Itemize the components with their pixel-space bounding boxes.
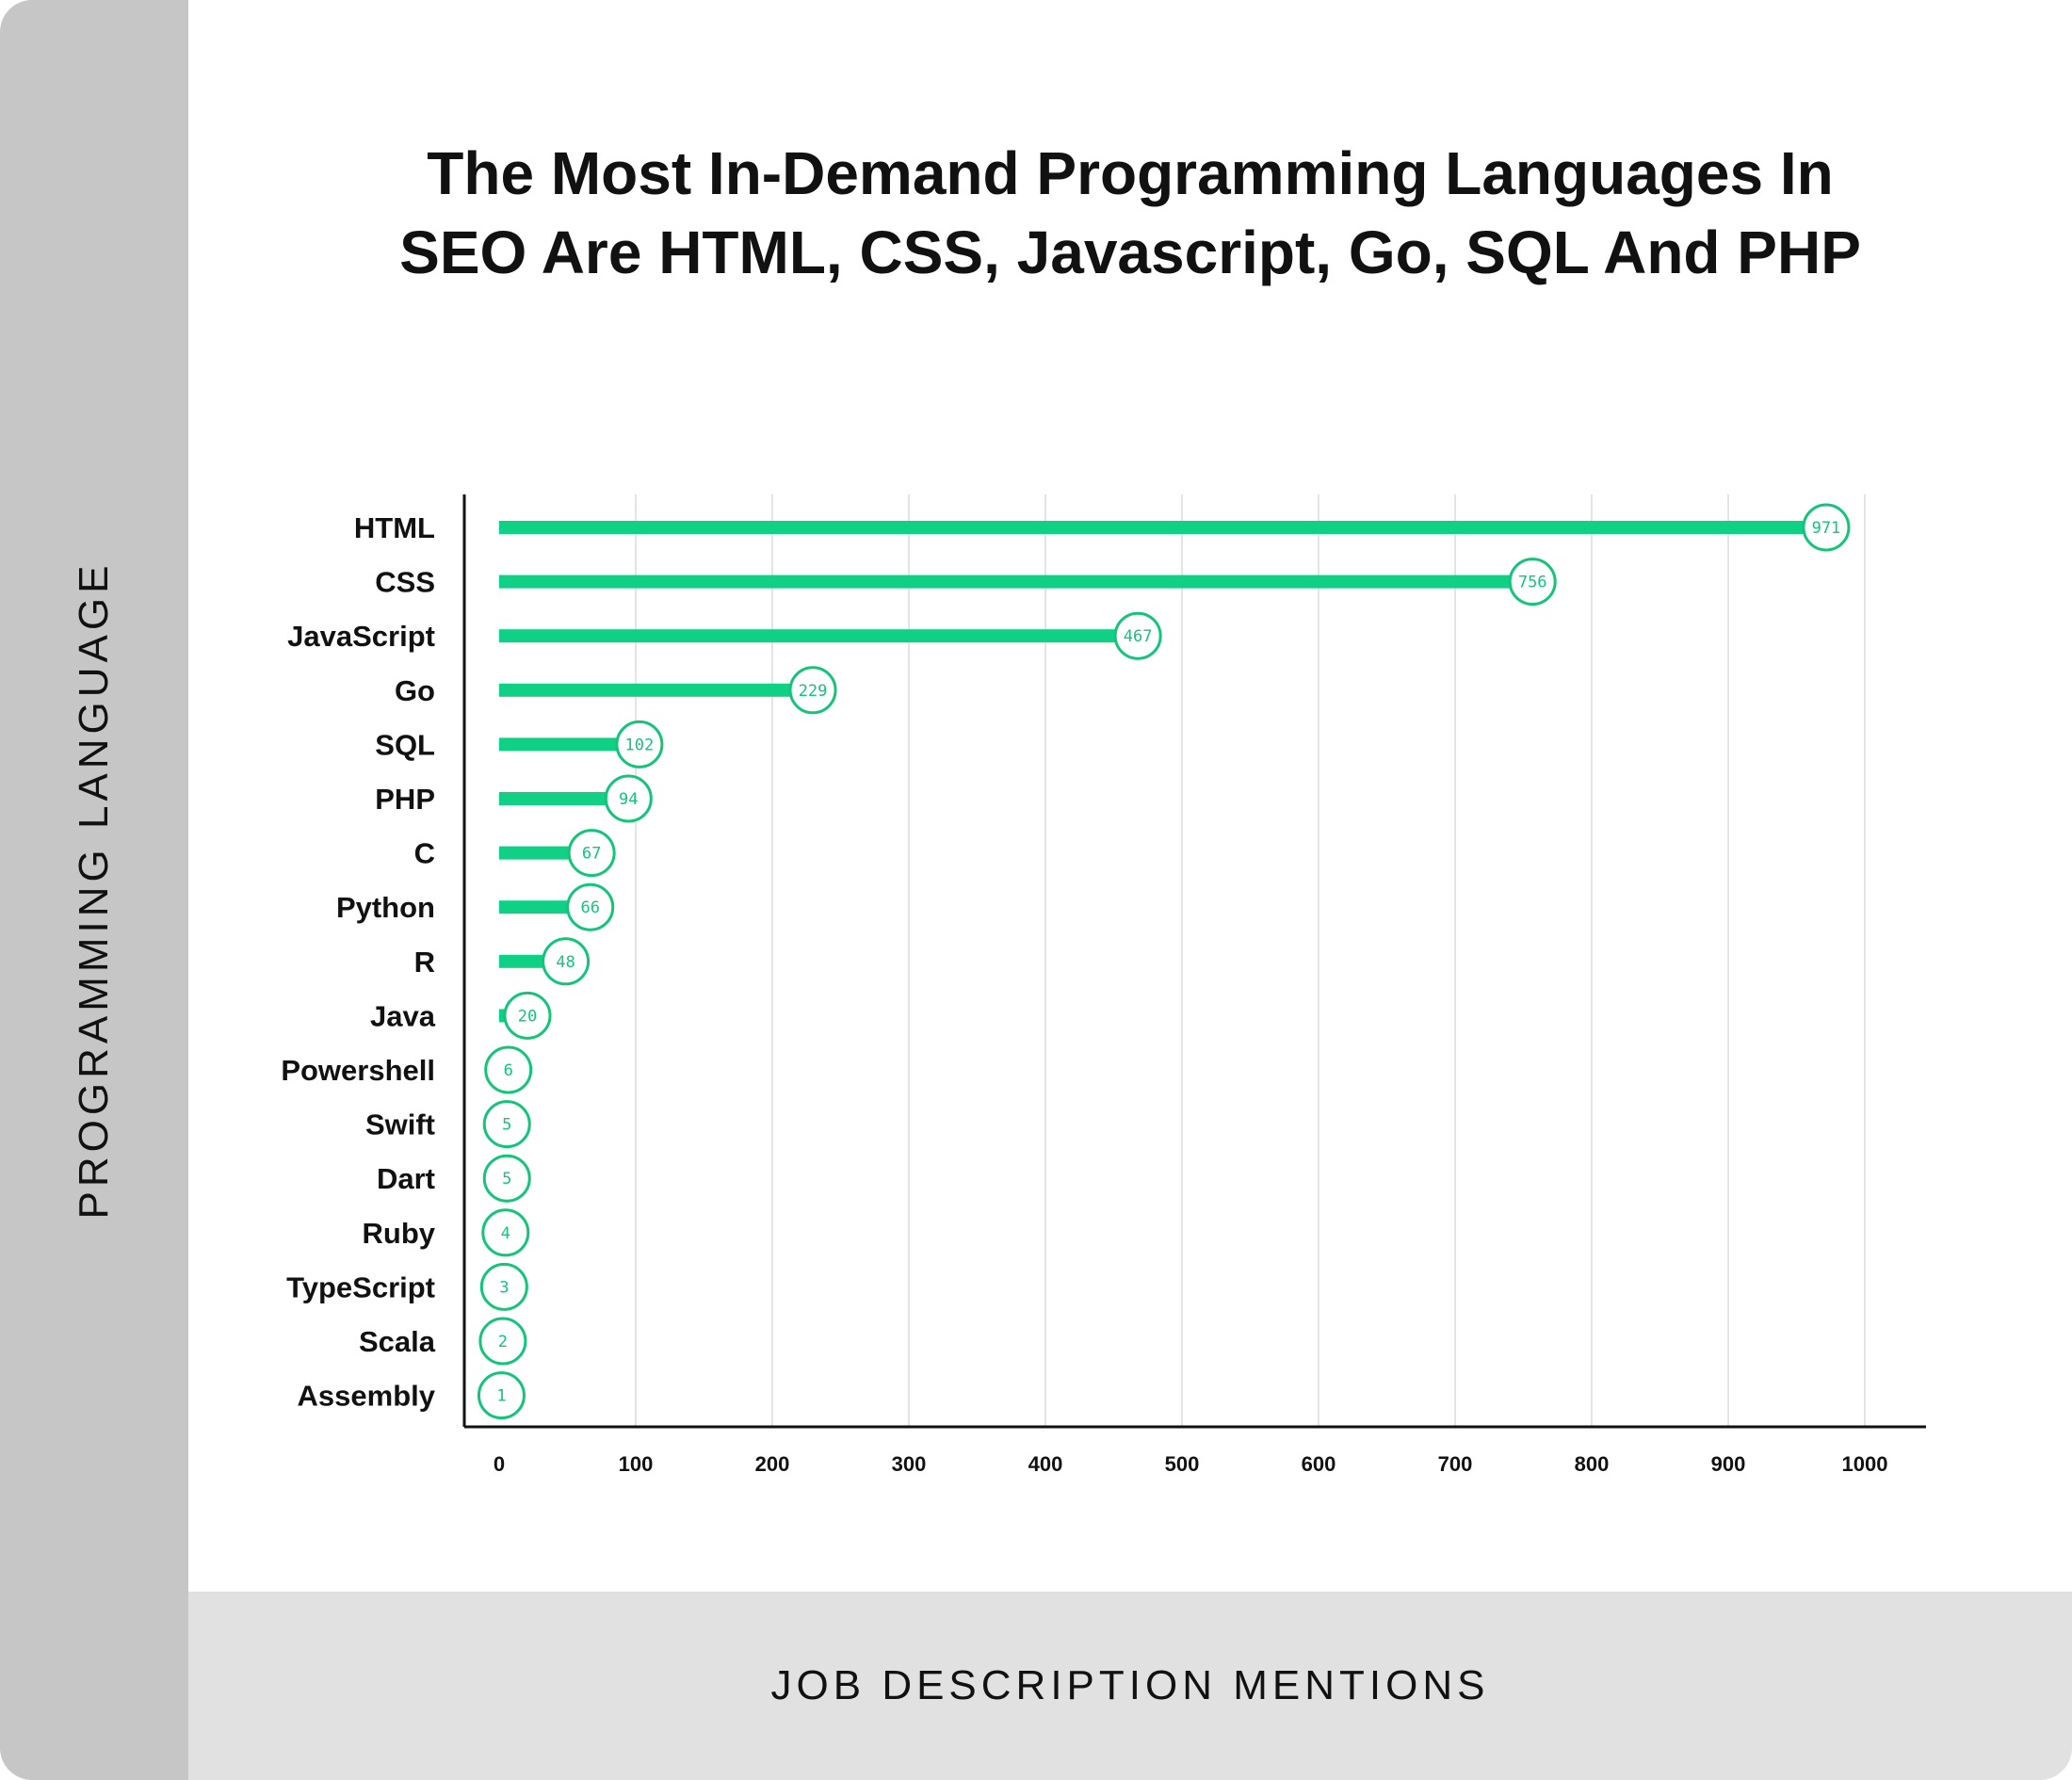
category-label: C bbox=[414, 837, 435, 870]
x-axis-label-band: JOB DESCRIPTION MENTIONS bbox=[188, 1592, 2072, 1780]
category-label: Python bbox=[336, 891, 435, 924]
data-label: 94 bbox=[619, 790, 638, 809]
value-marker bbox=[482, 1154, 531, 1203]
category-label: JavaScript bbox=[287, 620, 435, 653]
x-tick-label: 700 bbox=[1438, 1452, 1473, 1476]
x-axis-label: JOB DESCRIPTION MENTIONS bbox=[770, 1662, 1490, 1708]
data-label: 971 bbox=[1812, 519, 1841, 538]
value-marker bbox=[478, 1317, 527, 1366]
value-marker bbox=[1802, 503, 1851, 552]
y-axis-label-band: PROGRAMMING LANGUAGE bbox=[0, 0, 188, 1780]
category-label: HTML bbox=[354, 511, 435, 544]
value-marker bbox=[788, 666, 837, 715]
value-marker bbox=[477, 1371, 526, 1420]
x-tick-label: 900 bbox=[1711, 1452, 1746, 1476]
bar bbox=[499, 846, 591, 860]
value-marker bbox=[481, 1208, 530, 1257]
category-label: CSS bbox=[375, 566, 435, 599]
x-tick-label: 300 bbox=[892, 1452, 927, 1476]
bar bbox=[499, 737, 639, 752]
value-marker bbox=[482, 1100, 531, 1149]
data-label: 467 bbox=[1124, 627, 1153, 646]
bar bbox=[499, 629, 1138, 643]
data-label: 1 bbox=[496, 1387, 506, 1406]
data-label: 102 bbox=[625, 736, 655, 754]
data-label: 6 bbox=[504, 1061, 513, 1080]
data-label: 229 bbox=[799, 682, 828, 701]
category-label: Swift bbox=[365, 1108, 435, 1141]
category-label: TypeScript bbox=[286, 1270, 435, 1303]
data-label: 4 bbox=[501, 1224, 510, 1243]
x-tick-label: 500 bbox=[1165, 1452, 1200, 1476]
bar bbox=[499, 574, 1532, 589]
x-tick-label: 600 bbox=[1302, 1452, 1336, 1476]
value-marker bbox=[615, 720, 664, 769]
x-tick-label: 400 bbox=[1028, 1452, 1063, 1476]
data-label: 5 bbox=[502, 1170, 511, 1189]
data-label: 66 bbox=[580, 898, 599, 917]
value-marker bbox=[566, 882, 615, 931]
data-label: 756 bbox=[1518, 574, 1547, 592]
category-label: PHP bbox=[375, 783, 435, 816]
chart-title: The Most In-Demand Programming Languages… bbox=[399, 139, 1861, 286]
value-marker bbox=[1113, 611, 1162, 660]
category-label: Scala bbox=[359, 1325, 436, 1358]
x-tick-label: 1000 bbox=[1842, 1452, 1888, 1476]
category-label: Go bbox=[395, 674, 435, 707]
category-label: Java bbox=[370, 999, 436, 1032]
data-label: 20 bbox=[518, 1007, 537, 1026]
x-tick-label: 200 bbox=[755, 1452, 790, 1476]
value-marker bbox=[542, 937, 591, 986]
data-label: 67 bbox=[582, 845, 601, 864]
value-marker bbox=[604, 774, 653, 823]
data-label: 5 bbox=[502, 1116, 511, 1135]
value-marker bbox=[567, 829, 616, 878]
bar bbox=[499, 683, 813, 697]
x-tick-label: 800 bbox=[1575, 1452, 1610, 1476]
category-label: R bbox=[414, 946, 435, 979]
category-label: Dart bbox=[377, 1162, 435, 1195]
bar bbox=[499, 521, 1825, 534]
category-label: SQL bbox=[375, 728, 435, 761]
x-tick-label: 100 bbox=[619, 1452, 654, 1476]
category-label: Assembly bbox=[298, 1380, 436, 1413]
value-marker bbox=[479, 1262, 528, 1311]
x-tick-label: 0 bbox=[494, 1452, 505, 1476]
data-label: 48 bbox=[556, 953, 575, 972]
data-label: 2 bbox=[498, 1333, 508, 1351]
data-label: 3 bbox=[499, 1278, 509, 1297]
category-label: Powershell bbox=[281, 1054, 435, 1087]
value-marker bbox=[503, 991, 552, 1040]
value-marker bbox=[1508, 558, 1557, 607]
bar-chart: 0 100 200 300 400 500 600 700 800 900 1000 HTML 971 C… bbox=[281, 494, 1926, 1476]
value-marker bbox=[484, 1045, 533, 1094]
category-label: Ruby bbox=[363, 1217, 436, 1250]
bar bbox=[499, 792, 628, 805]
